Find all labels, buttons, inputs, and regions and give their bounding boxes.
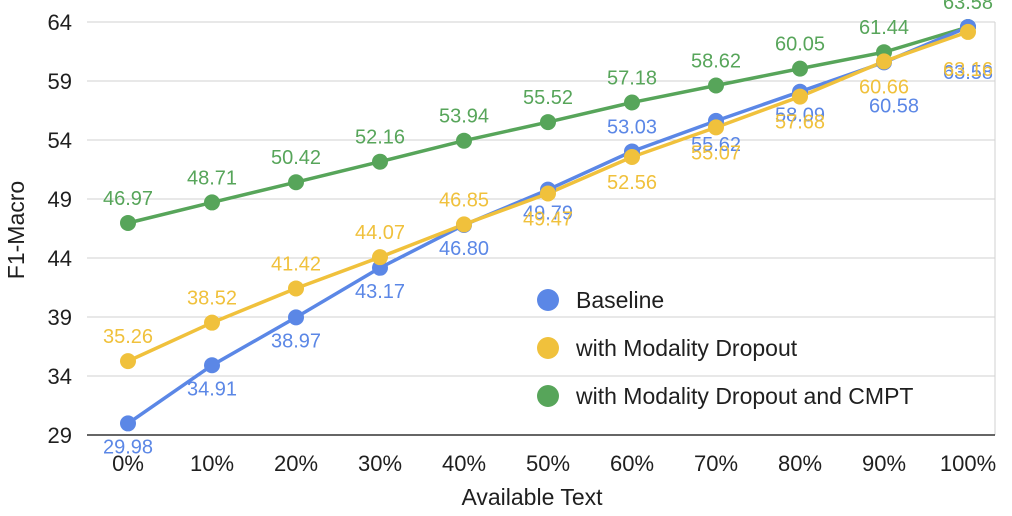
data-point-with-modality-dropout <box>540 185 556 202</box>
data-label-baseline: 63.58 <box>943 62 993 84</box>
x-tick-label: 60% <box>610 451 654 476</box>
x-tick-labels: 0% 10% 20% 30% 40% 50% 60% 70% 80% 90% 100% <box>112 451 996 476</box>
y-tick-label: 49 <box>48 187 72 212</box>
data-point-with-modality-dropout <box>876 53 892 70</box>
data-point-with-modality-dropout <box>624 148 640 165</box>
legend-marker <box>537 385 559 407</box>
y-tick-label: 54 <box>48 128 72 153</box>
data-labels: 46.97 48.71 50.42 52.16 53.94 55.52 57.18 58.62… <box>103 0 993 458</box>
data-label-with-modality-dropout: 46.85 <box>439 189 489 211</box>
data-point-with-modality-dropout-and-cmpt <box>372 153 388 170</box>
data-point-with-modality-dropout <box>792 88 808 105</box>
data-label-with-modality-dropout: 49.47 <box>523 208 573 230</box>
data-label-baseline: 43.17 <box>355 281 405 303</box>
y-tick-label: 44 <box>48 246 72 271</box>
x-tick-label: 80% <box>778 451 822 476</box>
data-label-baseline: 34.91 <box>187 378 237 400</box>
data-label-with-modality-dropout-and-cmpt: 52.16 <box>355 127 405 149</box>
data-point-with-modality-dropout <box>456 216 472 233</box>
data-point-with-modality-dropout-and-cmpt <box>540 114 556 131</box>
data-point-baseline <box>120 415 136 432</box>
x-tick-label: 40% <box>442 451 486 476</box>
data-point-with-modality-dropout-and-cmpt <box>120 214 136 231</box>
legend-marker <box>537 337 559 359</box>
x-tick-label: 30% <box>358 451 402 476</box>
data-point-with-modality-dropout <box>120 353 136 370</box>
data-label-with-modality-dropout-and-cmpt: 63.58 <box>943 0 993 14</box>
x-axis-title: Available Text <box>461 484 603 510</box>
data-label-baseline: 53.03 <box>607 116 657 138</box>
data-label-with-modality-dropout-and-cmpt: 46.97 <box>103 188 153 210</box>
y-tick-labels: 29 34 39 44 49 54 59 64 <box>48 10 72 448</box>
y-tick-label: 39 <box>48 305 72 330</box>
data-label-with-modality-dropout: 41.42 <box>271 253 321 275</box>
x-tick-label: 70% <box>694 451 738 476</box>
data-label-with-modality-dropout-and-cmpt: 58.62 <box>691 50 741 72</box>
legend-label: Baseline <box>576 287 664 313</box>
data-point-baseline <box>288 309 304 326</box>
y-tick-label: 64 <box>48 10 72 35</box>
y-axis-title: F1-Macro <box>3 181 29 279</box>
data-point-with-modality-dropout-and-cmpt <box>624 94 640 111</box>
data-label-with-modality-dropout-and-cmpt: 53.94 <box>439 106 489 128</box>
legend-label: with Modality Dropout and CMPT <box>575 383 913 409</box>
x-tick-label: 90% <box>862 451 906 476</box>
grid-lines <box>87 21 996 436</box>
legend-label: with Modality Dropout <box>575 335 798 361</box>
y-tick-label: 29 <box>48 423 72 448</box>
data-label-with-modality-dropout-and-cmpt: 61.44 <box>859 17 909 39</box>
data-label-baseline: 46.80 <box>439 238 489 260</box>
data-point-with-modality-dropout-and-cmpt <box>456 132 472 149</box>
series-points <box>120 18 976 432</box>
x-tick-label: 0% <box>112 451 144 476</box>
data-label-baseline: 58.09 <box>775 105 825 127</box>
data-point-with-modality-dropout <box>204 314 220 331</box>
data-point-with-modality-dropout <box>960 23 976 40</box>
data-label-baseline: 29.98 <box>103 436 153 458</box>
data-label-baseline: 38.97 <box>271 330 321 352</box>
x-tick-label: 10% <box>190 451 234 476</box>
data-label-baseline: 55.62 <box>691 134 741 156</box>
data-label-with-modality-dropout: 52.56 <box>607 172 657 194</box>
data-point-with-modality-dropout-and-cmpt <box>288 174 304 191</box>
data-label-with-modality-dropout: 38.52 <box>187 288 237 310</box>
data-label-with-modality-dropout-and-cmpt: 60.05 <box>775 34 825 56</box>
x-tick-label: 100% <box>940 451 996 476</box>
data-point-with-modality-dropout-and-cmpt <box>792 60 808 77</box>
data-label-with-modality-dropout: 57.68 <box>775 112 825 134</box>
data-label-with-modality-dropout-and-cmpt: 50.42 <box>271 147 321 169</box>
legend-marker <box>537 289 559 311</box>
data-label-with-modality-dropout-and-cmpt: 48.71 <box>187 167 237 189</box>
y-tick-label: 59 <box>48 69 72 94</box>
x-tick-label: 50% <box>526 451 570 476</box>
data-label-with-modality-dropout-and-cmpt: 57.18 <box>607 67 657 89</box>
data-point-with-modality-dropout-and-cmpt <box>204 194 220 211</box>
legend: Baseline with Modality Dropout with Modali… <box>537 287 913 409</box>
data-label-baseline: 49.79 <box>523 203 573 225</box>
data-label-with-modality-dropout: 44.07 <box>355 222 405 244</box>
data-label-baseline: 60.58 <box>869 95 919 117</box>
y-tick-label: 34 <box>48 364 72 389</box>
data-point-with-modality-dropout <box>372 249 388 266</box>
data-point-with-modality-dropout <box>288 280 304 297</box>
data-label-with-modality-dropout: 63.16 <box>943 59 993 81</box>
data-label-with-modality-dropout: 35.26 <box>103 326 153 348</box>
data-point-with-modality-dropout-and-cmpt <box>708 77 724 94</box>
data-label-with-modality-dropout-and-cmpt: 55.52 <box>523 87 573 109</box>
x-tick-label: 20% <box>274 451 318 476</box>
data-point-baseline <box>204 357 220 374</box>
data-point-with-modality-dropout <box>708 119 724 136</box>
data-label-with-modality-dropout: 55.07 <box>691 142 741 164</box>
data-label-with-modality-dropout: 60.66 <box>859 76 909 98</box>
